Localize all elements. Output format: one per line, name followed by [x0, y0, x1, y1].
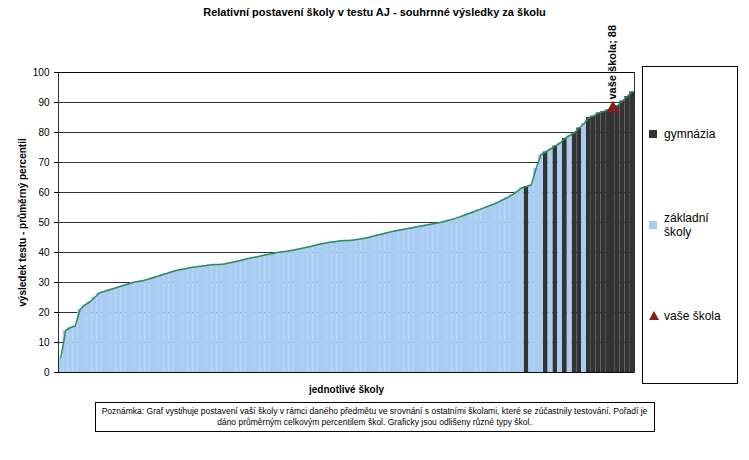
- svg-text:výsledek testu - průměrný perc: výsledek testu - průměrný percentil: [17, 138, 28, 307]
- svg-text:70: 70: [38, 157, 50, 168]
- svg-text:40: 40: [38, 247, 50, 258]
- svg-text:jednotlivé školy: jednotlivé školy: [308, 384, 384, 395]
- svg-text:30: 30: [38, 277, 50, 288]
- svg-text:vaše škola; 88: vaše škola; 88: [606, 25, 618, 100]
- svg-text:20: 20: [38, 307, 50, 318]
- html-text:vaše škola: vaše škola: [664, 309, 721, 323]
- svg-text:50: 50: [38, 217, 50, 228]
- svg-text:10: 10: [38, 337, 50, 348]
- svg-text:80: 80: [38, 127, 50, 138]
- html-text:Relativní postavení školy v te: Relativní postavení školy v testu AJ - s…: [203, 6, 546, 18]
- html-text:gymnázia: gymnázia: [664, 127, 716, 141]
- html-text:základní školy: základní školy: [664, 211, 709, 239]
- svg-text:100: 100: [33, 67, 50, 78]
- svg-text:0: 0: [44, 367, 50, 378]
- html-text:Poznámka: Graf vystihuje posta: Poznámka: Graf vystihuje postavení vaší …: [101, 406, 648, 427]
- svg-text:90: 90: [38, 97, 50, 108]
- svg-text:60: 60: [38, 187, 50, 198]
